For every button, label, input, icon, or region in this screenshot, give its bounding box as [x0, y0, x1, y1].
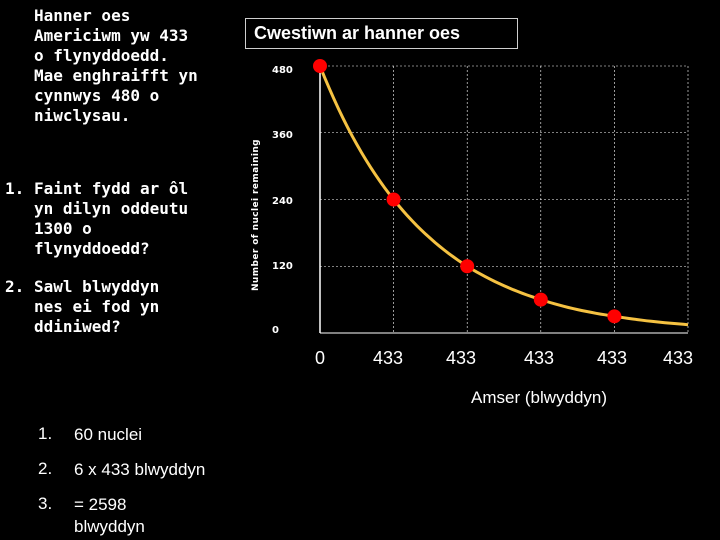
x-tick-label-4: 433	[596, 348, 628, 368]
data-points	[313, 59, 622, 324]
decay-curve	[318, 65, 689, 327]
answer-3-number: 3.	[38, 494, 53, 513]
x-tick-label-0: 0	[314, 348, 326, 368]
y-tick-label-480: 480	[272, 65, 293, 76]
answer-1-number: 1.	[38, 424, 53, 443]
data-point-3	[533, 292, 548, 307]
decay-curve-layer	[318, 65, 689, 327]
y-tick-label-240: 240	[272, 196, 293, 207]
question-1-number: 1.	[5, 179, 25, 198]
question-1-text: Faint fydd ar ôl yn dilyn oddeutu 1300 o…	[34, 179, 189, 258]
y-tick-label-360: 360	[272, 130, 293, 141]
x-tick-label-3: 433	[523, 348, 555, 368]
data-point-1	[386, 192, 401, 207]
answer-2-number: 2.	[38, 459, 53, 478]
grid-lines	[319, 65, 689, 334]
data-point-0	[313, 59, 327, 73]
question-2-text: Sawl blwyddyn nes ei fod yn ddiniwed?	[34, 277, 160, 336]
answer-2-text: 6 x 433 blwyddyn	[74, 460, 206, 479]
question-2-number: 2.	[5, 277, 25, 296]
x-tick-label-2: 433	[445, 348, 477, 368]
y-tick-label-120: 120	[272, 261, 293, 272]
x-tick-label-5: 433	[662, 348, 694, 368]
intro-text: Hanner oes Americiwm yw 433 o flynyddoed…	[34, 6, 198, 125]
answer-3-text: = 2598 blwyddyn	[74, 495, 145, 536]
answer-1-text: 60 nuclei	[74, 425, 143, 444]
chart-title: Cwestiwn ar hanner oes	[245, 18, 518, 49]
y-tick-label-0: 0	[272, 325, 279, 336]
x-tick-label-1: 433	[372, 348, 404, 368]
data-point-4	[607, 309, 622, 324]
data-point-2	[460, 259, 475, 274]
x-axis-label: Amser (blwyddyn)	[471, 388, 608, 407]
